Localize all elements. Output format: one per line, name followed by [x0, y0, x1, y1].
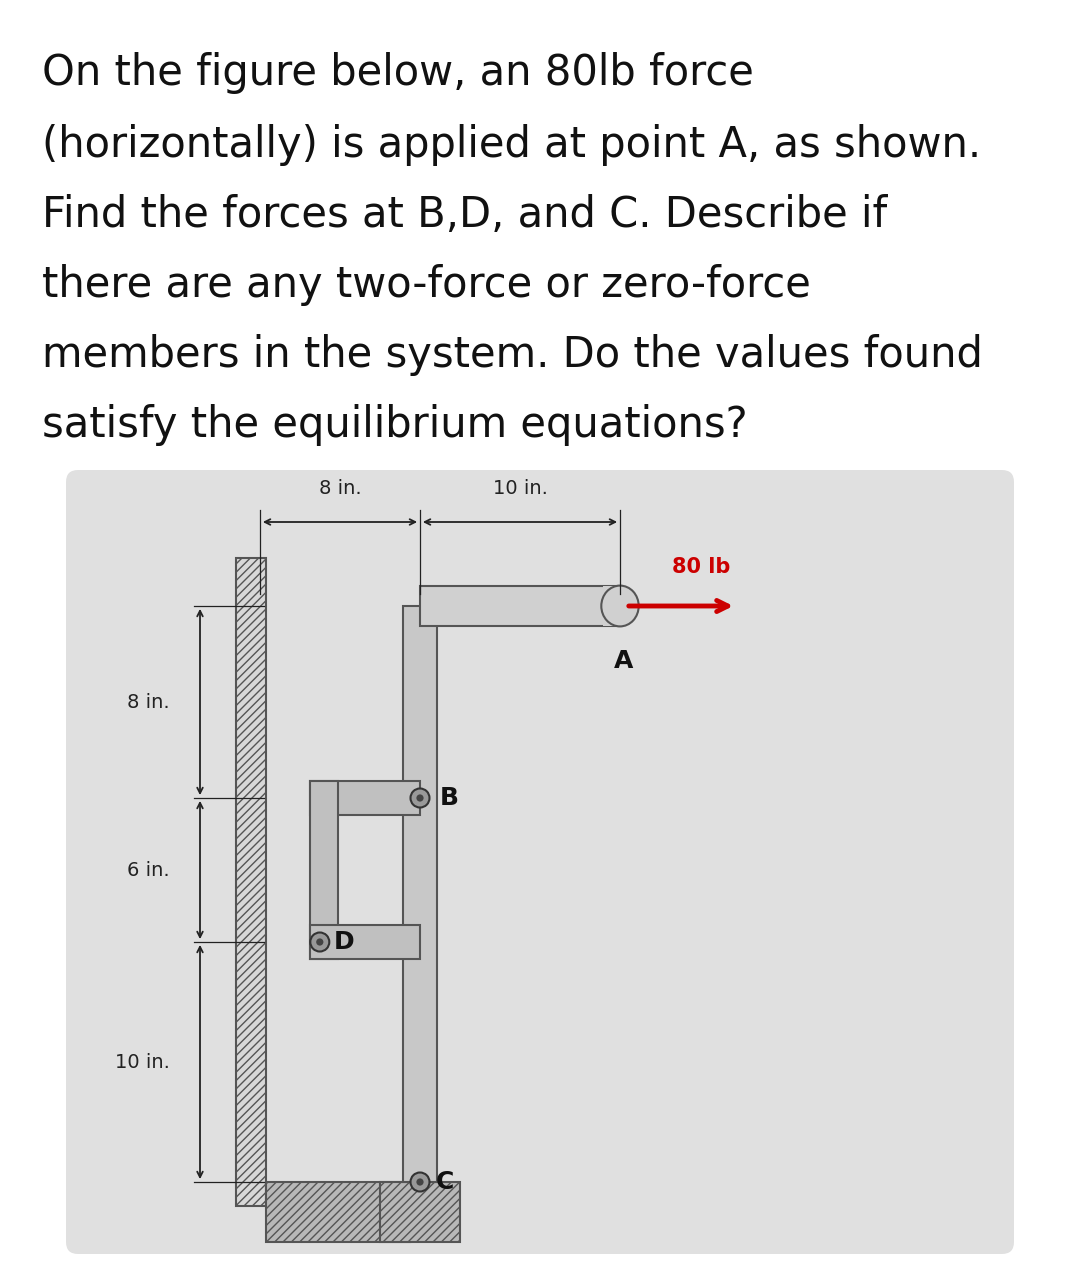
Bar [237, 558, 266, 1206]
Circle shape [417, 1178, 423, 1186]
Text: A: A [615, 649, 634, 673]
Text: members in the system. Do the values found: members in the system. Do the values fou… [42, 335, 983, 377]
Circle shape [417, 795, 423, 801]
Text: there are any two-force or zero-force: there are any two-force or zero-force [42, 265, 811, 307]
Text: 10 in.: 10 in. [116, 1052, 170, 1071]
Bar [420, 585, 620, 626]
Text: B: B [440, 786, 459, 810]
Text: C: C [436, 1170, 455, 1194]
Circle shape [310, 932, 329, 951]
Bar [310, 781, 338, 959]
Text: (horizontally) is applied at point A, as shown.: (horizontally) is applied at point A, as… [42, 123, 981, 167]
Text: Find the forces at B,D, and C. Describe if: Find the forces at B,D, and C. Describe … [42, 195, 888, 237]
Bar [603, 585, 622, 626]
Bar [310, 781, 420, 815]
Circle shape [410, 1173, 430, 1192]
Ellipse shape [602, 585, 638, 626]
Circle shape [316, 939, 323, 945]
Text: satisfy the equilibrium equations?: satisfy the equilibrium equations? [42, 404, 747, 446]
Text: 80 lb: 80 lb [672, 557, 730, 577]
Bar [266, 1182, 410, 1241]
Bar [403, 605, 437, 1182]
Text: D: D [334, 930, 354, 954]
Text: 10 in.: 10 in. [492, 480, 548, 499]
Text: 8 in.: 8 in. [319, 480, 362, 499]
Bar [310, 925, 420, 959]
Text: 6 in.: 6 in. [127, 860, 170, 879]
Bar [380, 1182, 460, 1241]
FancyBboxPatch shape [66, 469, 1014, 1254]
Circle shape [410, 789, 430, 808]
Text: On the figure below, an 80lb force: On the figure below, an 80lb force [42, 52, 754, 94]
Text: 8 in.: 8 in. [127, 692, 170, 711]
